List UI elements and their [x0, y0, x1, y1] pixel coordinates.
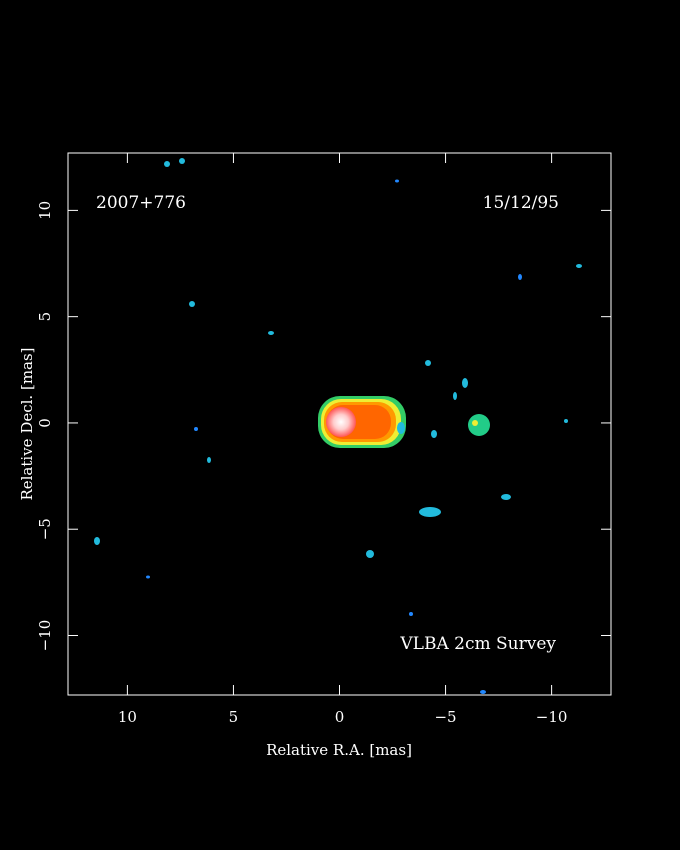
x-tick-label: 10: [118, 708, 137, 726]
blob: [564, 419, 568, 423]
blob: [395, 179, 399, 183]
blob: [189, 301, 195, 307]
blob: [397, 422, 405, 434]
blob: [94, 537, 100, 545]
blob: [472, 420, 478, 426]
blob: [453, 392, 457, 400]
survey-label: VLBA 2cm Survey: [399, 634, 556, 654]
blob: [179, 158, 185, 164]
blob: [480, 690, 486, 694]
emission: [94, 158, 582, 694]
blob: [207, 457, 211, 463]
y-tick-label: −5: [36, 518, 54, 540]
blob: [409, 612, 413, 616]
y-tick-label: 10: [36, 201, 54, 220]
x-axis-label: Relative R.A. [mas]: [266, 741, 412, 759]
x-tick-label: 5: [229, 708, 239, 726]
blob: [146, 575, 150, 579]
blob: [431, 430, 437, 438]
core: [326, 407, 356, 437]
x-tick-label: 0: [335, 708, 345, 726]
blob: [268, 331, 274, 335]
y-tick-label: −10: [36, 620, 54, 652]
blob: [576, 264, 582, 268]
blob: [366, 550, 374, 558]
blob: [425, 360, 431, 366]
blob: [194, 427, 198, 431]
blob: [462, 378, 468, 388]
source-name: 2007+776: [96, 193, 186, 213]
blob: [164, 161, 170, 167]
y-tick-label: 0: [36, 418, 54, 428]
blob: [501, 494, 511, 500]
y-axis-label: Relative Decl. [mas]: [18, 347, 36, 500]
x-tick-label: −5: [434, 708, 456, 726]
y-tick-label: 5: [36, 312, 54, 322]
blob: [468, 414, 490, 436]
x-tick-label: −10: [536, 708, 568, 726]
blob: [518, 274, 522, 280]
blob: [419, 507, 441, 517]
epoch: 15/12/95: [483, 193, 559, 213]
